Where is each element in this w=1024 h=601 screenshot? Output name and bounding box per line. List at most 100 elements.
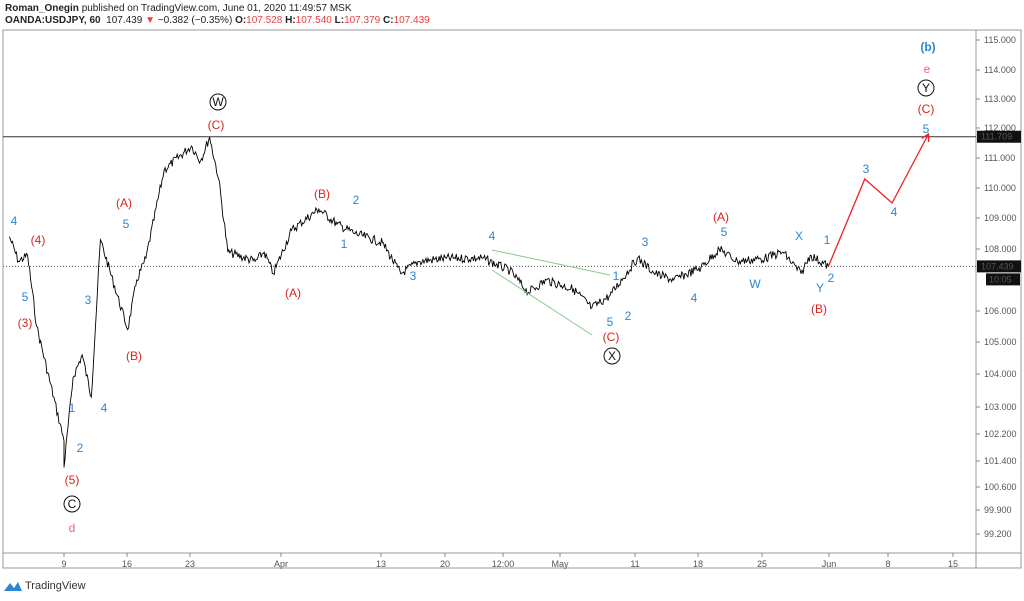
open-label: O:: [235, 15, 247, 26]
wave-label-text: Y: [816, 281, 824, 295]
wave-label-text: (C): [208, 118, 225, 132]
close-label: C:: [383, 15, 394, 26]
wave-label-text: 5: [721, 225, 728, 239]
price-tick-label: 99.200: [984, 529, 1012, 539]
published-text: published on TradingView.com, June 01, 2…: [81, 3, 352, 14]
wave-label-text: 4: [691, 291, 698, 305]
wave-label[interactable]: (C): [918, 102, 935, 116]
time-tick-label: 15: [948, 559, 958, 569]
wave-label-text: 4: [489, 229, 496, 243]
wave-label[interactable]: 5: [923, 122, 930, 136]
wave-label[interactable]: 4: [691, 291, 698, 305]
price-tick-label: 104.000: [984, 369, 1017, 379]
wave-label-text: 4: [891, 205, 898, 219]
wave-label[interactable]: X: [603, 347, 621, 365]
wave-label[interactable]: 1: [341, 237, 348, 251]
wave-label-text: 4: [11, 214, 18, 228]
price-tick-label: 99.900: [984, 505, 1012, 515]
wave-label-text: 1: [824, 233, 831, 247]
wave-label[interactable]: (4): [31, 233, 46, 247]
wave-label[interactable]: W: [749, 277, 761, 291]
wave-label[interactable]: 4: [489, 229, 496, 243]
wave-label-text: (C): [918, 102, 935, 116]
wave-circle: [63, 495, 81, 513]
tradingview-logo[interactable]: TradingView: [4, 580, 86, 592]
wave-label-text: e: [924, 62, 931, 76]
wave-circle: [917, 79, 935, 97]
wave-label[interactable]: 3: [642, 235, 649, 249]
wave-label[interactable]: 4: [891, 205, 898, 219]
wave-label[interactable]: (A): [285, 286, 301, 300]
wave-label[interactable]: (C): [208, 118, 225, 132]
time-tick-label: 12:00: [492, 559, 515, 569]
wave-label[interactable]: (C): [603, 330, 620, 344]
price-tick-label: 115.000: [984, 35, 1016, 45]
wave-label[interactable]: (B): [126, 349, 142, 363]
open-value: 107.528: [246, 15, 283, 26]
wave-label[interactable]: 4: [101, 401, 108, 415]
level-price-label: 111.709: [981, 132, 1012, 142]
wave-label[interactable]: 1: [613, 269, 620, 283]
wave-label[interactable]: 2: [77, 441, 84, 455]
wave-label-text: 3: [410, 269, 417, 283]
price-tick-label: 114.000: [984, 65, 1016, 75]
triangle-upper-trendline[interactable]: [491, 249, 611, 276]
wave-label[interactable]: X: [795, 229, 803, 243]
wave-label[interactable]: (B): [314, 187, 330, 201]
price-axis[interactable]: 115.000 114.000 113.000 112.000 111.000 110.0…: [976, 35, 1017, 539]
wave-label[interactable]: 1: [824, 233, 831, 247]
wave-label[interactable]: 3: [410, 269, 417, 283]
low-label: L:: [334, 15, 345, 26]
price-tick-label: 100.600: [984, 482, 1017, 492]
projection-path[interactable]: [827, 133, 930, 267]
price-tick-label: 105.000: [984, 337, 1017, 347]
time-tick-label: May: [551, 559, 569, 569]
symbol-legend: OANDA:USDJPY, 60 107.439 ▼ −0.382 (−0.35…: [5, 15, 430, 26]
time-axis[interactable]: 9 16 23 Apr 13 20 12:00 May 11 18 25 Jun 8 15: [61, 553, 958, 569]
wave-label-text: (A): [116, 196, 132, 210]
wave-label[interactable]: (A): [116, 196, 132, 210]
symbol-name: OANDA:USDJPY, 60: [5, 15, 101, 26]
wave-label-text: Y: [922, 81, 930, 95]
wave-label[interactable]: 3: [863, 162, 870, 176]
wave-label[interactable]: Y: [816, 281, 824, 295]
wave-label-text: (3): [18, 316, 33, 330]
wave-label[interactable]: (B): [811, 302, 827, 316]
price-tick-label: 103.000: [984, 402, 1017, 412]
wave-label[interactable]: 5: [607, 315, 614, 329]
brand-name: TradingView: [25, 580, 86, 592]
wave-label[interactable]: d: [69, 521, 76, 535]
chart-frame: [2, 29, 1022, 569]
triangle-lower-trendline[interactable]: [491, 269, 593, 336]
author-name[interactable]: Roman_Onegin: [5, 3, 79, 14]
wave-label[interactable]: Y: [917, 79, 935, 97]
wave-label[interactable]: (b): [920, 40, 935, 54]
time-tick-label: Jun: [822, 559, 837, 569]
wave-label[interactable]: 5: [721, 225, 728, 239]
wave-label[interactable]: 5: [123, 217, 130, 231]
wave-label[interactable]: 3: [85, 293, 92, 307]
wave-label[interactable]: 4: [11, 214, 18, 228]
time-tick-label: 25: [757, 559, 767, 569]
wave-label[interactable]: (A): [713, 210, 729, 224]
wave-label-text: (A): [713, 210, 729, 224]
wave-label-text: X: [795, 229, 803, 243]
wave-label[interactable]: 1: [69, 401, 76, 415]
wave-label[interactable]: (3): [18, 316, 33, 330]
wave-label-text: 1: [69, 401, 76, 415]
wave-label-text: (5): [65, 473, 80, 487]
wave-label[interactable]: W: [209, 93, 227, 111]
wave-label[interactable]: e: [924, 62, 931, 76]
wave-label-text: (B): [314, 187, 330, 201]
wave-label-text: (4): [31, 233, 46, 247]
wave-label[interactable]: (5): [65, 473, 80, 487]
wave-label[interactable]: 2: [353, 193, 360, 207]
wave-label-text: (A): [285, 286, 301, 300]
wave-label-text: C: [68, 497, 77, 511]
wave-label[interactable]: 2: [625, 309, 632, 323]
wave-label[interactable]: 2: [828, 271, 835, 285]
wave-label[interactable]: 5: [22, 290, 29, 304]
price-tick-label: 101.400: [984, 456, 1017, 466]
wave-label[interactable]: C: [63, 495, 81, 513]
